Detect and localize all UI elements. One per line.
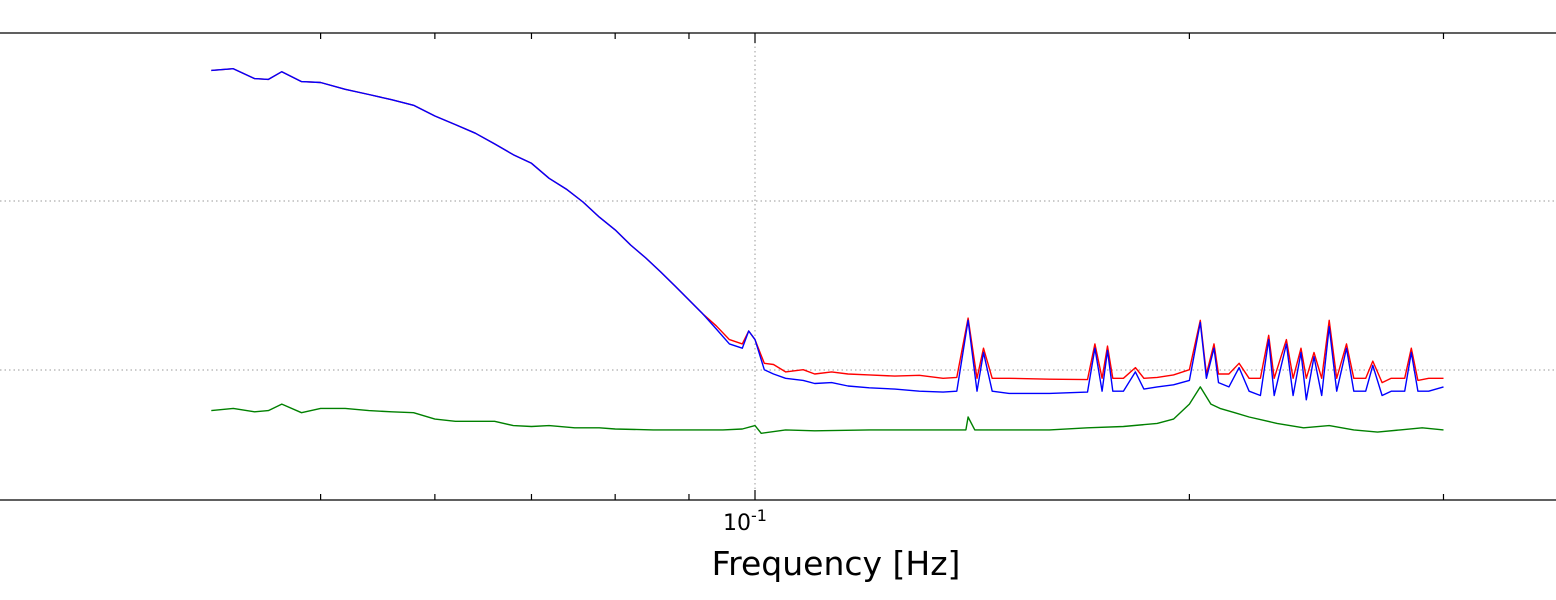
x-tick-labels: 10-1 [723, 506, 767, 536]
x-tick-label-0: 10-1 [723, 506, 767, 536]
series-lines [211, 67, 1444, 434]
series-line-1 [211, 67, 1444, 401]
x-axis-label: Frequency [Hz] [712, 544, 961, 583]
series-line-0 [211, 67, 1444, 384]
x-tick-label-exponent-0: -1 [751, 506, 767, 525]
series-line-2 [211, 386, 1444, 434]
grid-lines [0, 33, 1556, 500]
axis-ticks [320, 33, 1445, 500]
